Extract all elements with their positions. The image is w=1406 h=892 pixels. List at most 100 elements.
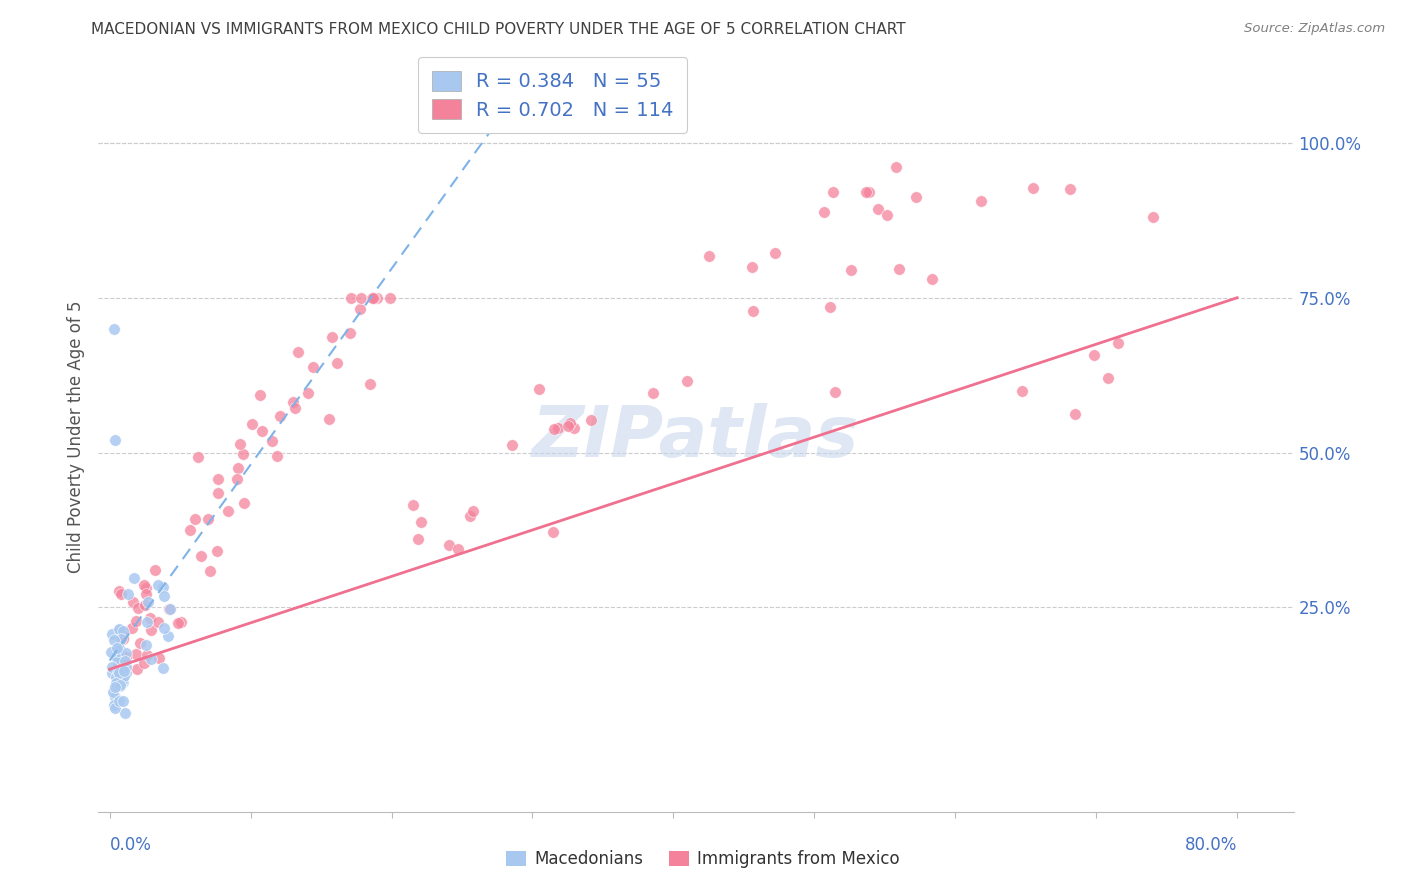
Point (159, 601, 181, 615)
Point (139, 611, 162, 625)
Point (447, 541, 470, 556)
Point (321, 330, 343, 344)
Point (262, 434, 284, 448)
Point (136, 595, 159, 609)
Point (249, 388, 271, 402)
Text: ZIPatlas: ZIPatlas (533, 402, 859, 472)
Point (104, 701, 127, 715)
Point (111, 632, 134, 646)
Point (152, 580, 174, 594)
Point (124, 614, 146, 628)
Point (326, 356, 349, 370)
Point (104, 670, 127, 684)
Point (763, 245, 786, 260)
Point (876, 208, 898, 222)
Point (135, 587, 157, 601)
Point (921, 272, 943, 286)
Point (146, 615, 169, 630)
Point (349, 301, 371, 316)
Text: Source: ZipAtlas.com: Source: ZipAtlas.com (1244, 22, 1385, 36)
Point (134, 657, 156, 671)
Point (125, 647, 148, 661)
Point (111, 629, 134, 643)
Point (135, 581, 157, 595)
Point (110, 623, 132, 637)
Point (1107, 335, 1129, 350)
Point (135, 638, 157, 652)
Point (111, 669, 134, 683)
Point (108, 641, 131, 656)
Point (112, 664, 135, 678)
Point (543, 422, 565, 436)
Point (152, 661, 174, 675)
Point (824, 384, 846, 399)
Point (366, 291, 388, 305)
Y-axis label: Child Poverty Under the Age of 5: Child Poverty Under the Age of 5 (66, 301, 84, 574)
Point (557, 418, 579, 433)
Point (103, 698, 125, 712)
Point (198, 564, 221, 578)
Point (855, 186, 877, 200)
Point (190, 549, 212, 563)
Point (363, 291, 385, 305)
Point (104, 680, 127, 694)
Point (166, 615, 188, 630)
Point (104, 690, 127, 704)
Point (547, 421, 569, 435)
Point (197, 512, 219, 526)
Point (134, 598, 156, 612)
Point (110, 647, 132, 661)
Point (350, 291, 373, 305)
Point (558, 416, 581, 430)
Point (297, 386, 319, 401)
Point (207, 472, 229, 486)
Text: 0.0%: 0.0% (110, 837, 152, 855)
Point (287, 345, 309, 359)
Point (108, 643, 131, 657)
Point (114, 647, 136, 661)
Point (101, 666, 124, 681)
Point (217, 504, 239, 518)
Point (156, 629, 179, 643)
Point (179, 524, 201, 538)
Point (107, 644, 129, 658)
Point (115, 649, 138, 664)
Point (564, 420, 586, 434)
Point (107, 694, 129, 708)
Point (643, 386, 665, 401)
Point (114, 660, 136, 674)
Point (110, 632, 132, 646)
Point (813, 205, 835, 219)
Point (153, 621, 176, 635)
Point (501, 438, 523, 452)
Point (884, 160, 907, 174)
Point (839, 263, 862, 277)
Point (136, 615, 159, 630)
Point (250, 425, 273, 439)
Point (361, 291, 384, 305)
Point (132, 578, 155, 592)
Point (359, 377, 381, 392)
Legend: R = 0.384   N = 55, R = 0.702   N = 114: R = 0.384 N = 55, R = 0.702 N = 114 (418, 57, 688, 133)
Point (266, 449, 288, 463)
Point (111, 694, 134, 708)
Point (339, 326, 361, 340)
Legend: Macedonians, Immigrants from Mexico: Macedonians, Immigrants from Mexico (499, 844, 907, 875)
Point (1063, 407, 1085, 421)
Point (105, 644, 128, 658)
Point (105, 679, 128, 693)
Point (101, 627, 124, 641)
Point (461, 504, 484, 518)
Point (101, 685, 124, 699)
Point (114, 706, 136, 720)
Point (318, 411, 340, 425)
Point (108, 622, 131, 636)
Point (858, 186, 880, 200)
Point (112, 675, 135, 690)
Point (1097, 371, 1119, 385)
Point (105, 641, 128, 656)
Point (818, 301, 841, 315)
Point (157, 602, 180, 616)
Point (340, 291, 363, 305)
Point (110, 587, 132, 601)
